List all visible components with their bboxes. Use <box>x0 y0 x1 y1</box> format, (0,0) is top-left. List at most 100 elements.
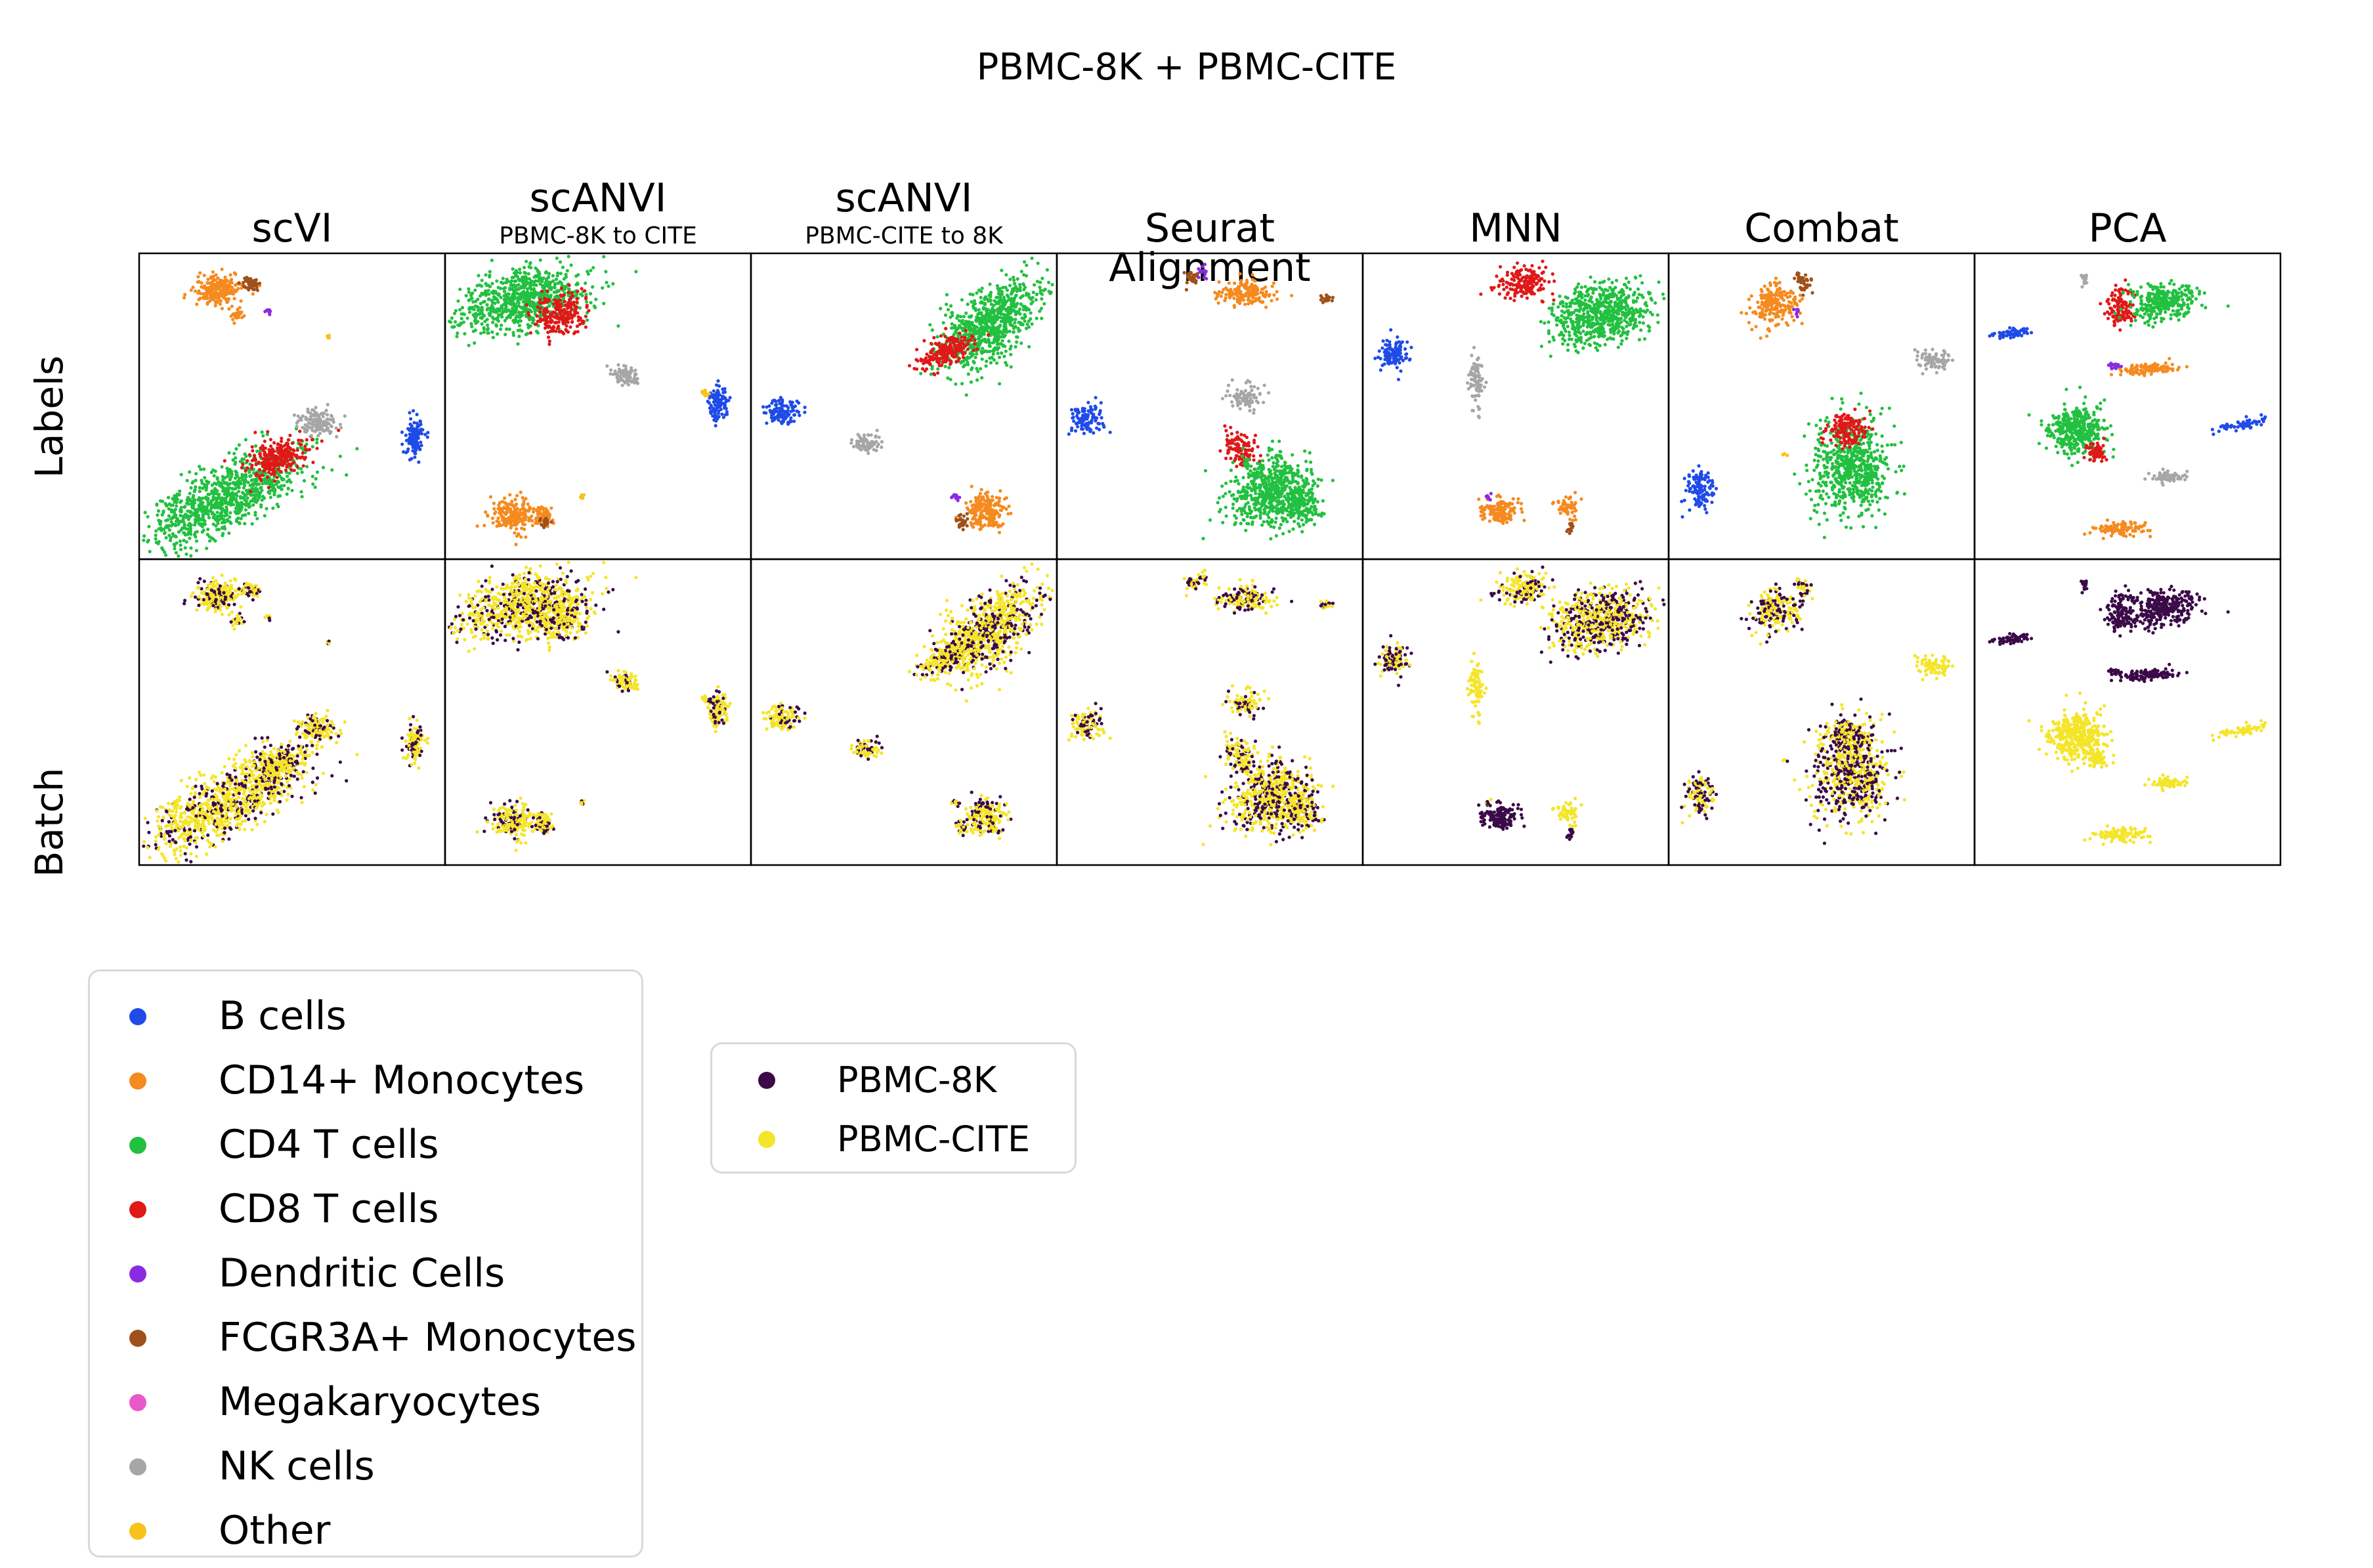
cell-point <box>586 576 589 580</box>
cell-point <box>304 417 308 421</box>
cell-point <box>327 727 331 732</box>
cell-point <box>217 601 221 604</box>
cell-point <box>247 817 251 821</box>
cell-point <box>343 720 347 724</box>
cell-point <box>310 751 314 755</box>
cell-point <box>217 286 221 289</box>
cell-point <box>325 413 330 417</box>
cell-point <box>413 456 417 459</box>
cell-point <box>320 412 324 416</box>
cell-point <box>221 814 224 818</box>
cell-point <box>716 401 720 405</box>
cell-point <box>562 293 566 297</box>
cell-point <box>201 496 205 500</box>
cell-point <box>316 740 320 744</box>
cell-point <box>189 838 193 842</box>
cell-point <box>239 299 243 303</box>
cell-point <box>232 452 236 456</box>
cell-point <box>209 805 213 809</box>
cell-point <box>517 287 521 291</box>
cell-point <box>242 285 247 289</box>
cell-point <box>292 774 296 778</box>
cell-point <box>313 717 317 721</box>
cell-point <box>488 495 493 499</box>
cell-point <box>479 331 483 335</box>
cell-point <box>321 771 326 775</box>
cell-point <box>191 286 195 289</box>
cell-point <box>310 427 314 431</box>
cell-point <box>206 513 210 517</box>
cell-point <box>573 330 578 334</box>
cell-point <box>171 809 175 813</box>
cell-point <box>292 719 296 723</box>
cell-point <box>482 524 486 528</box>
cell-point <box>226 606 230 610</box>
column-title: Combat <box>1744 205 1899 251</box>
cell-point <box>634 270 638 274</box>
cell-point <box>154 533 158 538</box>
cell-point <box>287 478 291 482</box>
cell-point <box>179 509 183 513</box>
cell-point <box>219 498 223 501</box>
cell-point <box>528 304 532 308</box>
cell-point <box>186 823 190 827</box>
cell-point <box>565 268 569 273</box>
cell-point <box>544 523 547 527</box>
cell-point <box>161 509 165 513</box>
cell-point <box>243 828 247 832</box>
cell-point <box>198 823 202 827</box>
cell-point <box>486 289 490 293</box>
cell-point <box>547 339 551 343</box>
column-title: scVI <box>251 205 333 251</box>
cell-point <box>289 768 293 772</box>
column-subtitle: PBMC-CITE to 8K <box>805 222 1003 249</box>
cell-point <box>513 509 517 514</box>
cell-point <box>219 299 223 303</box>
cell-point <box>157 833 161 837</box>
cell-point <box>503 308 507 313</box>
cell-point <box>236 307 240 312</box>
cell-point <box>505 327 509 331</box>
cell-point <box>295 731 299 734</box>
cell-point <box>301 451 305 455</box>
cell-point <box>197 522 201 526</box>
cell-point <box>221 295 224 299</box>
cell-point <box>227 588 232 592</box>
cell-point <box>250 751 254 755</box>
cell-point <box>268 801 272 805</box>
cell-point <box>339 732 343 736</box>
cell-point <box>299 490 303 494</box>
cell-point <box>545 509 549 514</box>
cell-point <box>253 511 257 515</box>
cell-point <box>258 477 262 480</box>
cell-point <box>210 492 214 496</box>
cell-point <box>331 417 335 421</box>
cell-point <box>282 750 286 753</box>
cell-point <box>231 802 235 806</box>
cell-point <box>244 744 247 748</box>
cell-point <box>198 792 202 795</box>
cell-point <box>160 818 164 822</box>
cell-point <box>326 402 330 407</box>
cell-point <box>593 306 597 310</box>
cell-point <box>255 479 259 483</box>
cell-point <box>189 792 193 795</box>
cell-point <box>228 470 232 474</box>
cell-point <box>298 442 302 446</box>
cell-point <box>203 482 207 487</box>
cell-point <box>517 324 522 328</box>
cell-point <box>234 473 238 477</box>
cell-point <box>266 766 270 770</box>
cell-point <box>300 752 304 756</box>
cell-point <box>513 531 517 535</box>
cell-point <box>288 433 292 438</box>
cell-point <box>223 807 228 811</box>
cell-point <box>528 331 533 335</box>
cell-point <box>496 286 500 289</box>
cell-point <box>486 331 490 335</box>
cell-point <box>503 318 507 323</box>
cell-point <box>330 720 333 724</box>
cell-point <box>584 300 589 304</box>
cell-point <box>298 748 302 752</box>
cell-point <box>505 507 509 511</box>
